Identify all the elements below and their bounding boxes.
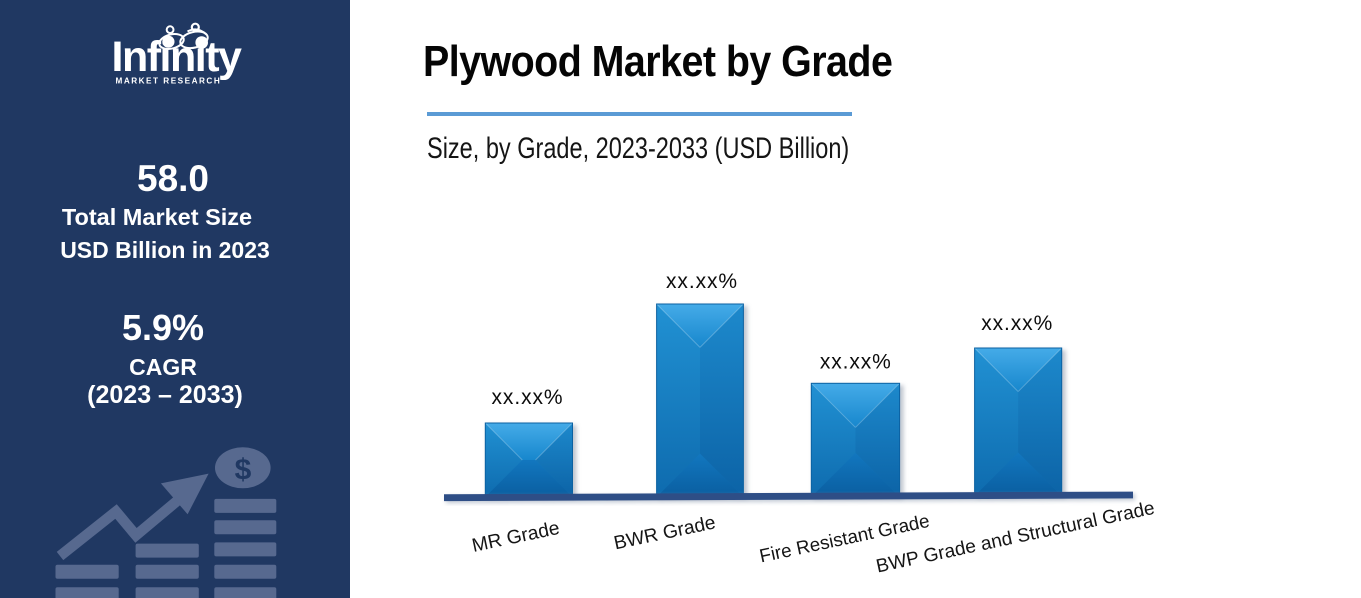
svg-text:xx.xx%: xx.xx% — [820, 351, 892, 374]
svg-text:MR Grade: MR Grade — [470, 518, 561, 557]
svg-text:xx.xx%: xx.xx% — [981, 312, 1053, 335]
svg-text:MARKET RESEARCH: MARKET RESEARCH — [116, 77, 222, 86]
svg-text:$: $ — [235, 454, 252, 487]
svg-text:BWP Grade and Structural Grade: BWP Grade and Structural Grade — [874, 498, 1156, 578]
svg-text:xx.xx%: xx.xx% — [492, 386, 564, 409]
svg-text:BWR Grade: BWR Grade — [612, 512, 718, 554]
svg-text:Infinity: Infinity — [112, 33, 243, 81]
svg-text:xx.xx%: xx.xx% — [666, 270, 738, 293]
